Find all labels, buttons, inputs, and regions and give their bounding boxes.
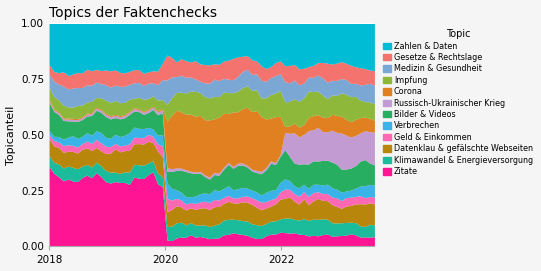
- Y-axis label: Topicanteil: Topicanteil: [5, 105, 16, 165]
- Legend: Zahlen & Daten, Gesetze & Rechtslage, Medizin & Gesundheit, Impfung, Corona, Rus: Zahlen & Daten, Gesetze & Rechtslage, Me…: [382, 28, 535, 178]
- Text: Topics der Faktenchecks: Topics der Faktenchecks: [49, 6, 217, 20]
